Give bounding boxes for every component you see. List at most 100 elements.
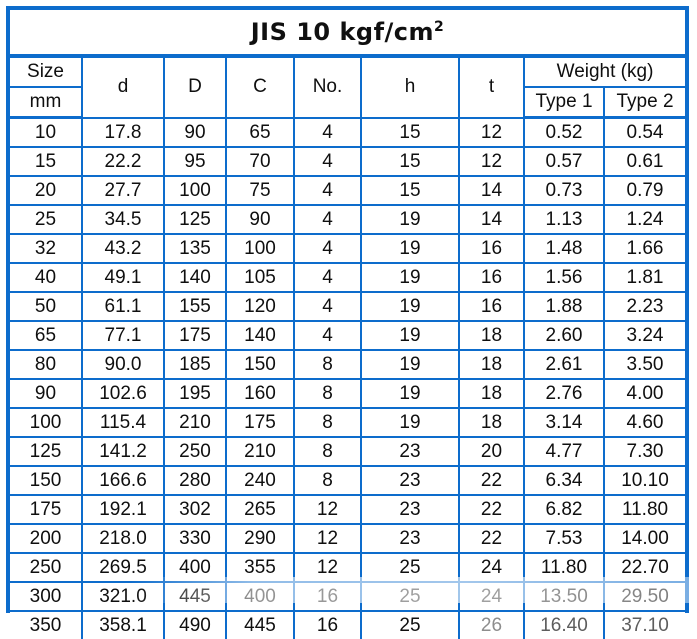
cell-type2: 11.80 xyxy=(604,495,685,524)
cell-no: 16 xyxy=(294,611,361,639)
header-type2: Type 2 xyxy=(604,87,685,118)
cell-size: 100 xyxy=(10,408,82,437)
cell-t: 14 xyxy=(459,205,524,234)
cell-h: 23 xyxy=(361,495,459,524)
cell-t: 18 xyxy=(459,350,524,379)
cell-d: 27.7 xyxy=(82,176,164,205)
cell-C: 160 xyxy=(226,379,294,408)
header-size: Size xyxy=(10,58,82,87)
table-header: Size d D C No. h t Weight (kg) mm Type 1… xyxy=(10,58,685,118)
cell-no: 8 xyxy=(294,408,361,437)
cell-h: 19 xyxy=(361,408,459,437)
cell-d: 218.0 xyxy=(82,524,164,553)
cell-size: 350 xyxy=(10,611,82,639)
cell-size: 250 xyxy=(10,553,82,582)
cell-D: 175 xyxy=(164,321,226,350)
cell-C: 355 xyxy=(226,553,294,582)
cell-d: 77.1 xyxy=(82,321,164,350)
cell-type1: 2.60 xyxy=(524,321,604,350)
cell-type2: 14.00 xyxy=(604,524,685,553)
cell-h: 19 xyxy=(361,379,459,408)
cell-no: 4 xyxy=(294,118,361,148)
cell-D: 185 xyxy=(164,350,226,379)
cell-type1: 3.14 xyxy=(524,408,604,437)
header-h: h xyxy=(361,58,459,118)
cell-d: 141.2 xyxy=(82,437,164,466)
spec-table: Size d D C No. h t Weight (kg) mm Type 1… xyxy=(10,58,685,639)
cell-t: 26 xyxy=(459,611,524,639)
cell-h: 25 xyxy=(361,553,459,582)
cell-t: 12 xyxy=(459,118,524,148)
cell-type1: 6.34 xyxy=(524,466,604,495)
flange-spec-table-page: JIS 10 kgf/cm2 Size d D C xyxy=(0,0,697,618)
cell-h: 19 xyxy=(361,205,459,234)
cell-t: 22 xyxy=(459,466,524,495)
cell-d: 192.1 xyxy=(82,495,164,524)
cell-h: 25 xyxy=(361,611,459,639)
cell-D: 445 xyxy=(164,582,226,611)
cell-type2: 3.24 xyxy=(604,321,685,350)
header-D: D xyxy=(164,58,226,118)
cell-C: 400 xyxy=(226,582,294,611)
cell-t: 14 xyxy=(459,176,524,205)
page-title-superscript: 2 xyxy=(434,19,444,35)
cell-type2: 0.61 xyxy=(604,147,685,176)
cell-no: 4 xyxy=(294,292,361,321)
cell-type1: 4.77 xyxy=(524,437,604,466)
cell-d: 166.6 xyxy=(82,466,164,495)
cell-type2: 37.10 xyxy=(604,611,685,639)
cell-d: 43.2 xyxy=(82,234,164,263)
cell-D: 100 xyxy=(164,176,226,205)
cell-no: 8 xyxy=(294,466,361,495)
table-frame: JIS 10 kgf/cm2 Size d D C xyxy=(6,6,689,613)
cell-C: 290 xyxy=(226,524,294,553)
cell-d: 90.0 xyxy=(82,350,164,379)
cell-t: 24 xyxy=(459,553,524,582)
cell-h: 15 xyxy=(361,176,459,205)
cell-no: 12 xyxy=(294,495,361,524)
cell-t: 16 xyxy=(459,292,524,321)
cell-type1: 0.57 xyxy=(524,147,604,176)
cell-size: 300 xyxy=(10,582,82,611)
cell-no: 4 xyxy=(294,205,361,234)
cell-h: 19 xyxy=(361,234,459,263)
cell-D: 280 xyxy=(164,466,226,495)
cell-C: 75 xyxy=(226,176,294,205)
cell-type2: 1.24 xyxy=(604,205,685,234)
cell-d: 61.1 xyxy=(82,292,164,321)
cell-size: 90 xyxy=(10,379,82,408)
cell-type1: 7.53 xyxy=(524,524,604,553)
cell-C: 175 xyxy=(226,408,294,437)
cell-no: 4 xyxy=(294,234,361,263)
header-d: d xyxy=(82,58,164,118)
cell-C: 65 xyxy=(226,118,294,148)
cell-no: 16 xyxy=(294,582,361,611)
cell-D: 195 xyxy=(164,379,226,408)
cell-t: 16 xyxy=(459,263,524,292)
cell-d: 22.2 xyxy=(82,147,164,176)
cell-d: 269.5 xyxy=(82,553,164,582)
cell-C: 90 xyxy=(226,205,294,234)
cell-type2: 7.30 xyxy=(604,437,685,466)
header-row-top: Size d D C No. h t Weight (kg) xyxy=(10,58,685,87)
cell-C: 120 xyxy=(226,292,294,321)
cell-type1: 1.48 xyxy=(524,234,604,263)
cell-h: 15 xyxy=(361,118,459,148)
cell-size: 32 xyxy=(10,234,82,263)
cell-no: 4 xyxy=(294,263,361,292)
cell-type1: 1.88 xyxy=(524,292,604,321)
cell-type1: 0.73 xyxy=(524,176,604,205)
cell-type2: 0.79 xyxy=(604,176,685,205)
table-title-row: JIS 10 kgf/cm2 xyxy=(10,10,685,58)
